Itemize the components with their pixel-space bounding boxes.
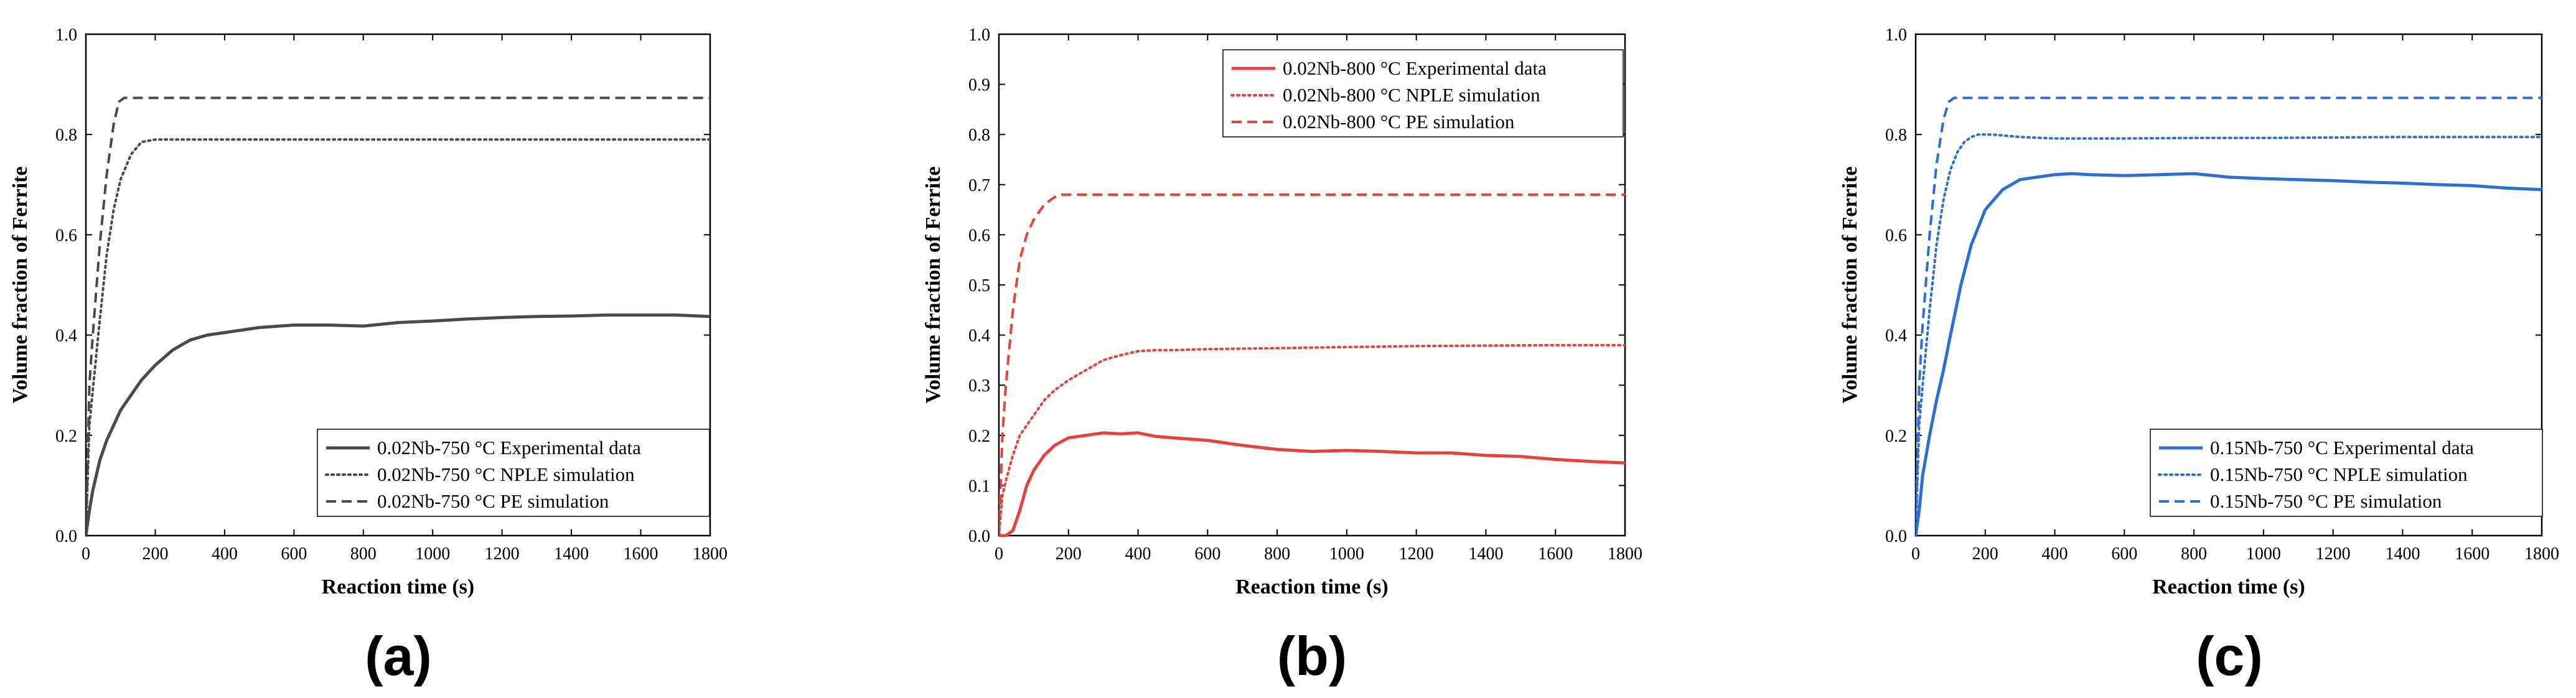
y-axis-title: Volume fraction of Ferrite	[1838, 166, 1862, 403]
x-tick-label: 1800	[693, 544, 728, 564]
legend-label: 0.02Nb-750 °C NPLE simulation	[377, 463, 635, 485]
legend-label: 0.02Nb-800 °C PE simulation	[1283, 111, 1515, 133]
x-tick-label: 400	[2042, 544, 2068, 564]
y-tick-label: 0.7	[968, 176, 990, 195]
y-tick-label: 0.8	[1885, 126, 1907, 145]
x-axis-title: Reaction time (s)	[1235, 575, 1388, 598]
y-tick-label: 0.8	[968, 126, 990, 145]
y-tick-label: 0.2	[55, 427, 77, 446]
x-tick-label: 1000	[415, 544, 450, 564]
x-tick-label: 800	[1264, 544, 1290, 564]
series-line-solid	[1916, 172, 2542, 536]
legend-label: 0.02Nb-800 °C NPLE simulation	[1283, 84, 1540, 106]
y-tick-label: 0.6	[55, 226, 77, 245]
x-tick-label: 0	[1911, 544, 1920, 564]
y-tick-label: 0.1	[968, 477, 990, 496]
y-tick-label: 0.2	[968, 427, 990, 446]
chart-panel-b: 0 200 400 600 800 1000 1200 1400 1600 1800 0.0 0.1 0…	[922, 26, 1642, 687]
x-tick-label: 1200	[485, 544, 520, 564]
series-line-solid	[86, 313, 710, 536]
x-tick-label: 1200	[1399, 544, 1434, 564]
x-tick-label: 600	[2111, 544, 2137, 564]
y-tick-label: 0.0	[1885, 527, 1907, 546]
x-tick-label: 0	[995, 544, 1003, 564]
x-tick-label: 800	[350, 544, 377, 564]
plot-frame	[1914, 33, 2543, 537]
y-tick-label: 0.5	[968, 276, 990, 295]
series-line-dashed	[999, 193, 1625, 536]
x-tick-label: 200	[1056, 544, 1082, 564]
legend-box	[2150, 429, 2543, 517]
x-tick-label: 1400	[2385, 544, 2420, 564]
y-axis-title: Volume fraction of Ferrite	[9, 166, 32, 403]
legend-label: 0.15Nb-750 °C PE simulation	[2210, 490, 2442, 512]
x-tick-label: 400	[212, 544, 238, 564]
x-tick-label: 800	[2181, 544, 2207, 564]
y-tick-label: 0.4	[55, 327, 77, 346]
x-axis-title: Reaction time (s)	[322, 575, 474, 598]
y-tick-label: 0.0	[55, 527, 77, 546]
series-line-dotted	[999, 343, 1625, 537]
y-tick-label: 0.0	[968, 527, 990, 546]
legend-box	[317, 429, 710, 517]
x-tick-label: 1000	[2246, 544, 2281, 564]
chart-panel-c: 0 200 400 600 800 1000 1200 1400 1600 1800 0.0 0.2 0…	[1838, 26, 2559, 687]
x-tick-label: 1600	[2455, 544, 2489, 564]
x-tick-label: 600	[281, 544, 307, 564]
plot-frame	[85, 33, 711, 537]
legend-label: 0.15Nb-750 °C Experimental data	[2210, 437, 2474, 458]
x-tick-label: 400	[1125, 544, 1151, 564]
y-axis-title: Volume fraction of Ferrite	[922, 166, 945, 403]
y-tick-label: 0.6	[1885, 226, 1907, 245]
y-tick-label: 0.4	[968, 327, 990, 346]
panel-label: (c)	[2196, 625, 2263, 687]
x-tick-label: 1800	[2524, 544, 2559, 564]
x-tick-label: 200	[1972, 544, 1998, 564]
legend-label: 0.02Nb-800 °C Experimental data	[1283, 57, 1547, 79]
x-tick-label: 1400	[1468, 544, 1503, 564]
series-line-dashed	[1916, 96, 2542, 536]
panel-label: (b)	[1277, 625, 1347, 687]
y-tick-label: 1.0	[968, 26, 990, 45]
x-tick-label: 600	[1194, 544, 1220, 564]
legend-label: 0.15Nb-750 °C NPLE simulation	[2210, 463, 2468, 485]
x-tick-label: 1800	[1608, 544, 1642, 564]
legend-box	[1222, 49, 1624, 137]
legend-label: 0.02Nb-750 °C PE simulation	[377, 490, 609, 512]
x-tick-label: 1400	[554, 544, 589, 564]
x-tick-label: 200	[142, 544, 168, 564]
y-tick-label: 1.0	[55, 26, 77, 45]
x-axis-title: Reaction time (s)	[2152, 575, 2305, 598]
y-tick-label: 0.9	[968, 76, 990, 95]
y-tick-label: 0.4	[1885, 327, 1907, 346]
x-tick-label: 1600	[624, 544, 658, 564]
series-line-dashed	[86, 96, 710, 536]
series-line-dotted	[1916, 133, 2542, 537]
y-tick-label: 1.0	[1885, 26, 1907, 45]
series-line-solid	[999, 431, 1625, 537]
y-tick-label: 0.6	[968, 226, 990, 245]
y-tick-label: 0.3	[968, 376, 990, 396]
panel-label: (a)	[365, 625, 432, 687]
series-line-dotted	[86, 138, 710, 537]
y-tick-label: 0.8	[55, 126, 77, 145]
x-tick-label: 1000	[1329, 544, 1364, 564]
x-tick-label: 1600	[1538, 544, 1573, 564]
x-tick-label: 1200	[2316, 544, 2351, 564]
x-tick-label: 0	[82, 544, 90, 564]
y-tick-label: 0.2	[1885, 427, 1907, 446]
legend-label: 0.02Nb-750 °C Experimental data	[377, 437, 641, 458]
chart-panel-a: 0 200 400 600 800 1000 1200 1400 1600 1800 0.0 0.2 0…	[9, 26, 728, 687]
